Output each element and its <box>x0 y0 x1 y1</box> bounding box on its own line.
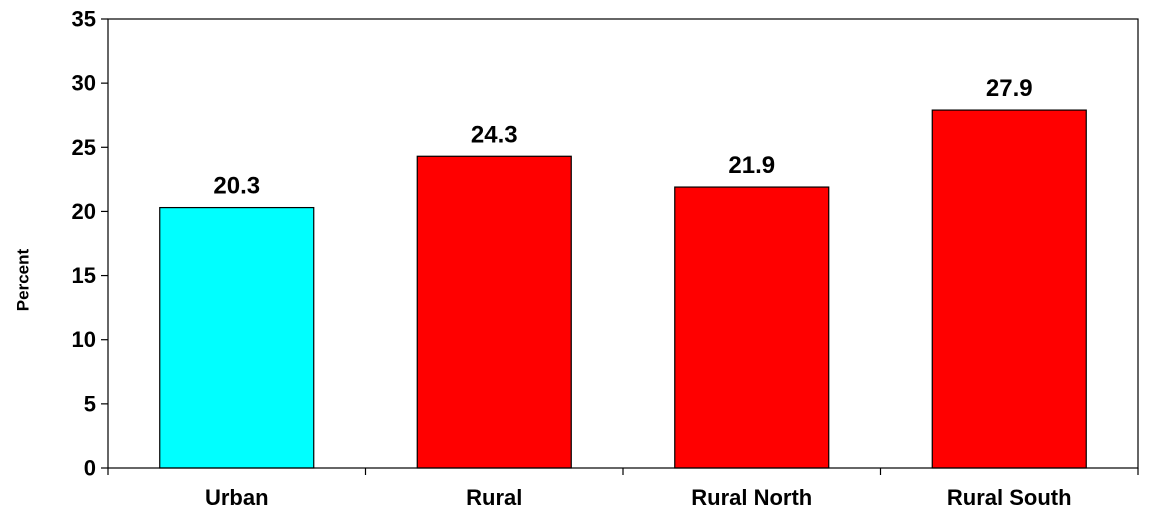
labels-layer: 0 5 10 15 20 25 30 35 20.3 Urban 24.3 Rural 21.9 Rura… <box>72 7 1072 511</box>
data-label: 27.9 <box>986 75 1033 102</box>
data-label: 20.3 <box>213 173 260 200</box>
bars-layer <box>159 109 1087 469</box>
y-tick-label: 35 <box>72 7 96 32</box>
y-tick-label: 15 <box>72 263 96 288</box>
bar-urban <box>159 206 315 469</box>
bar-rural-north <box>674 186 830 469</box>
y-tick-label: 25 <box>72 135 96 160</box>
y-tick-label: 10 <box>72 327 96 352</box>
y-axis-title: Percent <box>13 248 32 311</box>
bar-rural <box>416 155 572 469</box>
data-label: 21.9 <box>728 152 775 179</box>
y-tick-label: 30 <box>72 71 96 96</box>
x-category-label: Rural South <box>947 485 1072 510</box>
y-tick-label: 0 <box>84 456 96 481</box>
y-tick-label: 5 <box>84 391 96 416</box>
axes-layer <box>101 18 1139 475</box>
x-category-label: Urban <box>205 485 269 510</box>
y-tick-label: 20 <box>72 199 96 224</box>
x-category-label: Rural <box>466 485 522 510</box>
x-category-label: Rural North <box>691 485 812 510</box>
bar-rural-south <box>931 109 1087 469</box>
data-label: 24.3 <box>471 121 518 148</box>
